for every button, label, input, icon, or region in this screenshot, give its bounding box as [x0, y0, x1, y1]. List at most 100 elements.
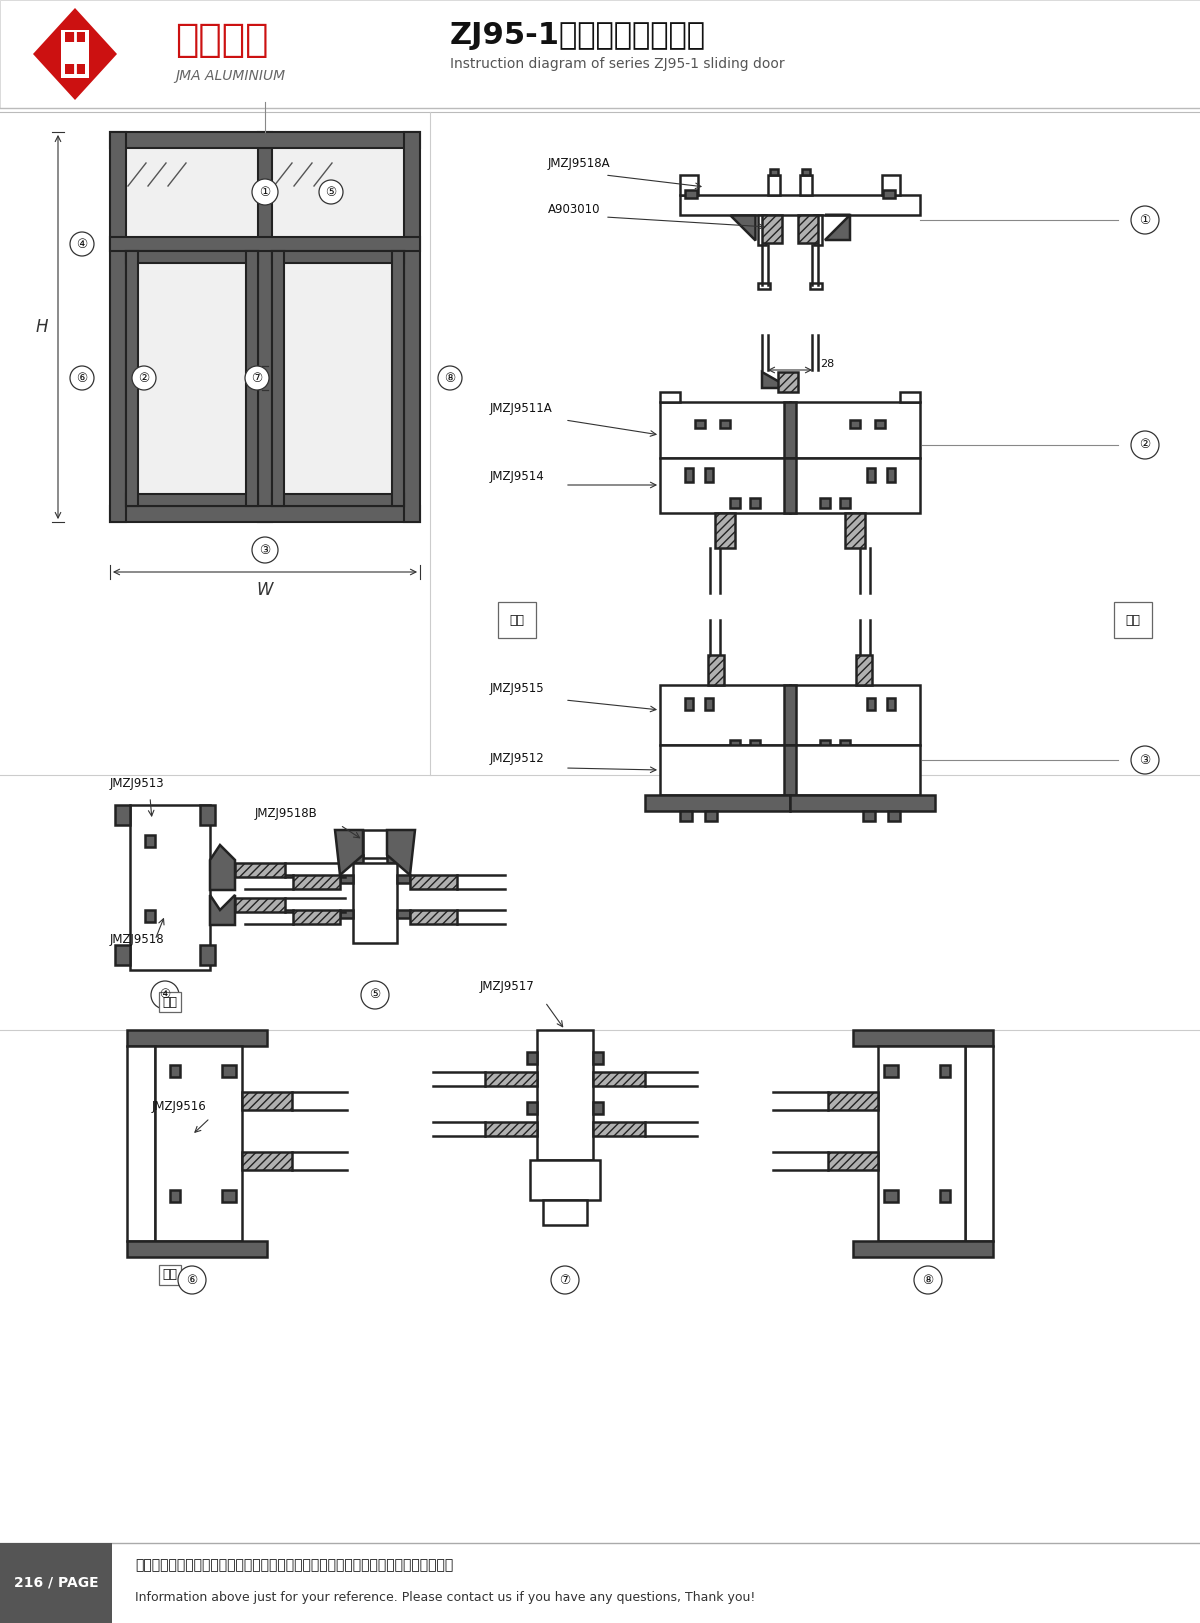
Polygon shape	[210, 894, 235, 925]
Polygon shape	[34, 8, 118, 101]
Text: JMZJ9515: JMZJ9515	[490, 682, 545, 695]
Circle shape	[245, 367, 269, 390]
Bar	[272, 252, 284, 506]
Text: 室内: 室内	[510, 613, 524, 626]
Bar	[715, 513, 734, 549]
Text: JMZJ9518B: JMZJ9518B	[256, 807, 318, 820]
Bar	[542, 1199, 587, 1225]
Bar	[145, 911, 155, 922]
Text: JMZJ9514: JMZJ9514	[490, 471, 545, 484]
Text: ⑦: ⑦	[559, 1274, 571, 1287]
Text: 室外: 室外	[162, 1269, 178, 1282]
Text: JMZJ9518: JMZJ9518	[110, 933, 164, 946]
Bar	[61, 29, 89, 78]
Circle shape	[70, 367, 94, 390]
Bar	[235, 863, 286, 876]
Bar	[680, 195, 920, 214]
Bar	[888, 812, 900, 821]
Bar	[593, 1073, 646, 1086]
Bar	[790, 458, 920, 513]
Text: ③: ③	[259, 544, 271, 557]
Bar	[242, 1092, 292, 1110]
Bar	[798, 214, 818, 243]
Bar	[410, 875, 457, 889]
Text: ⑧: ⑧	[923, 1274, 934, 1287]
Text: Instruction diagram of series ZJ95-1 sliding door: Instruction diagram of series ZJ95-1 sli…	[450, 57, 785, 71]
Circle shape	[252, 179, 278, 204]
Bar	[404, 131, 420, 523]
Bar	[660, 458, 790, 513]
Bar	[170, 1190, 180, 1203]
Bar	[784, 458, 796, 513]
Bar	[802, 169, 810, 175]
Polygon shape	[335, 829, 364, 875]
Bar	[410, 911, 457, 923]
Bar	[790, 685, 920, 745]
Circle shape	[178, 1266, 206, 1294]
Bar	[538, 1031, 593, 1160]
Bar	[392, 252, 404, 506]
Bar	[866, 467, 875, 482]
Circle shape	[319, 180, 343, 204]
Text: ④: ④	[160, 988, 170, 1001]
Text: 图中所示型材截面、装配、编号、尺寸及重量仅供参考。如有疑问，请向本公司查询。: 图中所示型材截面、装配、编号、尺寸及重量仅供参考。如有疑问，请向本公司查询。	[134, 1558, 454, 1573]
Bar	[293, 875, 340, 889]
Bar	[750, 740, 760, 750]
Bar	[768, 175, 780, 195]
Bar	[126, 252, 138, 506]
Bar	[246, 252, 258, 506]
Bar	[126, 148, 258, 237]
Bar	[730, 740, 740, 750]
Bar	[527, 1102, 538, 1113]
Bar	[863, 812, 875, 821]
Bar	[242, 1152, 292, 1170]
Bar	[258, 131, 272, 523]
Bar	[527, 1052, 538, 1065]
Bar	[593, 1102, 604, 1113]
Bar	[790, 403, 920, 458]
Bar	[887, 698, 895, 709]
Bar	[498, 602, 536, 638]
Bar	[660, 393, 680, 403]
Bar	[353, 863, 397, 943]
Circle shape	[151, 980, 179, 1010]
Bar	[730, 498, 740, 508]
Bar	[272, 493, 404, 506]
Text: JMZJ9513: JMZJ9513	[110, 777, 164, 790]
Bar	[485, 1073, 538, 1086]
Bar	[593, 1052, 604, 1065]
Text: ①: ①	[259, 185, 271, 198]
Bar	[127, 1031, 266, 1045]
Bar	[814, 214, 822, 245]
Bar	[293, 911, 340, 923]
Bar	[770, 169, 778, 175]
Bar	[145, 834, 155, 847]
Bar	[708, 656, 724, 685]
Bar	[397, 911, 410, 919]
Bar	[853, 1242, 994, 1256]
Bar	[0, 1543, 1200, 1623]
Bar	[810, 282, 822, 289]
Text: ②: ②	[1139, 438, 1151, 451]
Bar	[65, 32, 85, 42]
Bar	[340, 911, 353, 919]
Text: A903010: A903010	[548, 203, 600, 216]
Bar	[353, 855, 364, 863]
Bar	[900, 393, 920, 403]
Bar	[720, 420, 730, 428]
Text: ④: ④	[77, 237, 88, 250]
Bar	[127, 1242, 266, 1256]
Polygon shape	[210, 846, 235, 889]
Bar	[222, 1190, 236, 1203]
Bar	[272, 252, 404, 263]
Text: 室外: 室外	[1126, 613, 1140, 626]
Text: Information above just for your reference. Please contact us if you have any que: Information above just for your referenc…	[134, 1592, 755, 1605]
Bar	[820, 498, 830, 508]
Circle shape	[914, 1266, 942, 1294]
Bar	[706, 812, 718, 821]
Bar	[138, 263, 246, 493]
Text: ⑥: ⑥	[77, 372, 88, 385]
Bar	[884, 1065, 898, 1078]
Bar	[284, 263, 392, 493]
Circle shape	[551, 1266, 580, 1294]
